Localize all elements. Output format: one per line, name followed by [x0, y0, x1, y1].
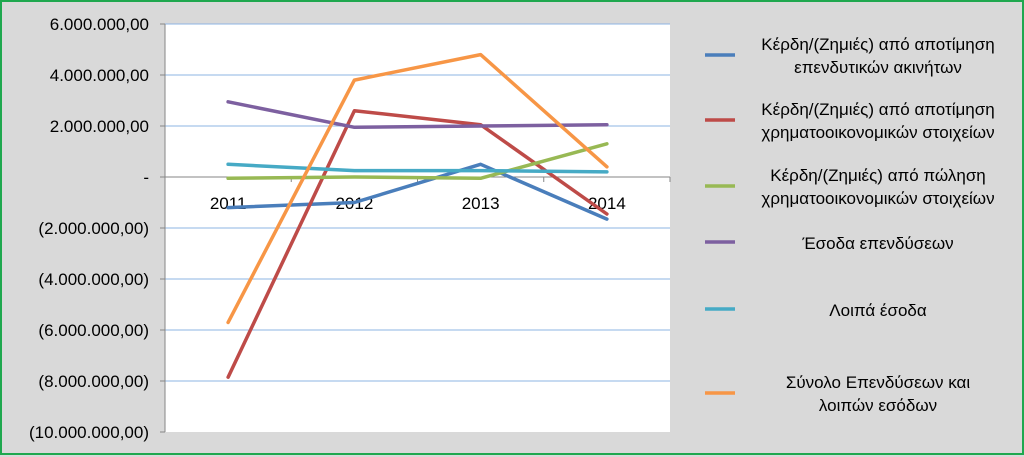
series-line-6	[226, 52, 609, 325]
series-line-3	[226, 142, 609, 181]
y-tick-label: (6.000.000,00)	[38, 321, 149, 340]
legend-label: χρηματοοικονομικών στοιχείων	[761, 189, 994, 208]
legend-label: λοιπών εσόδων	[819, 396, 937, 415]
series-line-1	[226, 162, 609, 221]
y-axis-tick-labels: 6.000.000,00 4.000.000,00 2.000.000,00 - (2.…	[29, 15, 149, 442]
legend-label: Λοιπά έσοδα	[829, 301, 927, 320]
x-tick-label: 2013	[462, 194, 500, 213]
legend-label: χρηματοοικονομικών στοιχείων	[761, 123, 994, 142]
legend-label: Έσοδα επενδύσεων	[801, 234, 953, 253]
y-tick-label: -	[143, 168, 149, 187]
y-tick-label: 4.000.000,00	[50, 66, 149, 85]
y-tick-label: (4.000.000,00)	[38, 270, 149, 289]
x-tick-label: 2011	[210, 194, 247, 213]
y-tick-label: 2.000.000,00	[50, 117, 149, 136]
legend-label: επενδυτικών ακινήτων	[794, 58, 962, 77]
y-tick-label: 6.000.000,00	[50, 15, 149, 34]
legend-label: Σύνολο Επενδύσεων και	[786, 373, 970, 392]
series-line-5	[226, 162, 609, 174]
series-line-2	[226, 108, 609, 379]
legend-label: Κέρδη/(Ζημιές) από αποτίμηση	[761, 100, 994, 119]
y-tick-label: (8.000.000,00)	[38, 372, 149, 391]
series-lines	[226, 52, 609, 379]
series-line-4	[226, 100, 609, 130]
legend-label: Κέρδη/(Ζημιές) από πώληση	[770, 166, 986, 185]
legend: Κέρδη/(Ζημιές) από αποτίμηση επενδυτικών …	[705, 35, 995, 415]
legend-label: Κέρδη/(Ζημιές) από αποτίμηση	[761, 35, 994, 54]
y-tick-label: (10.000.000,00)	[29, 423, 149, 442]
y-tick-label: (2.000.000,00)	[38, 219, 149, 238]
